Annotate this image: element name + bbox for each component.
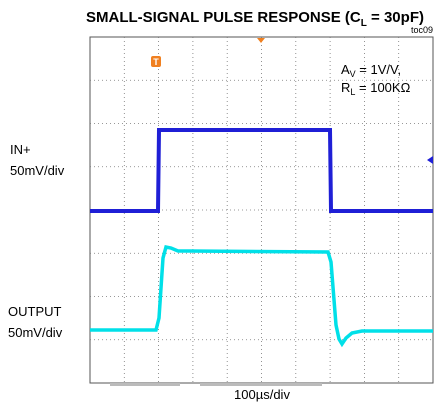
channel-scale: 50mV/div — [10, 163, 65, 178]
channel-scale: 50mV/div — [8, 325, 63, 340]
figure-id: toc09 — [411, 25, 433, 35]
channel-name: OUTPUT — [8, 304, 62, 319]
bottom-bar — [110, 383, 180, 386]
timebase: 100µs/div — [234, 387, 290, 402]
in-trace — [90, 128, 433, 213]
output-trace — [90, 244, 433, 348]
title: SMALL-SIGNAL PULSE RESPONSE (CL = 30pF) — [86, 9, 424, 29]
load-label: RL = 100KΩ — [341, 80, 411, 97]
trigger-pos — [257, 38, 265, 43]
ch1-marker — [427, 156, 433, 164]
gain-label: AV = 1V/V, — [341, 62, 401, 79]
bottom-bar — [200, 383, 322, 386]
channel-name: IN+ — [10, 142, 31, 157]
trigger-box — [151, 56, 161, 67]
trigger-label: T — [153, 57, 159, 67]
